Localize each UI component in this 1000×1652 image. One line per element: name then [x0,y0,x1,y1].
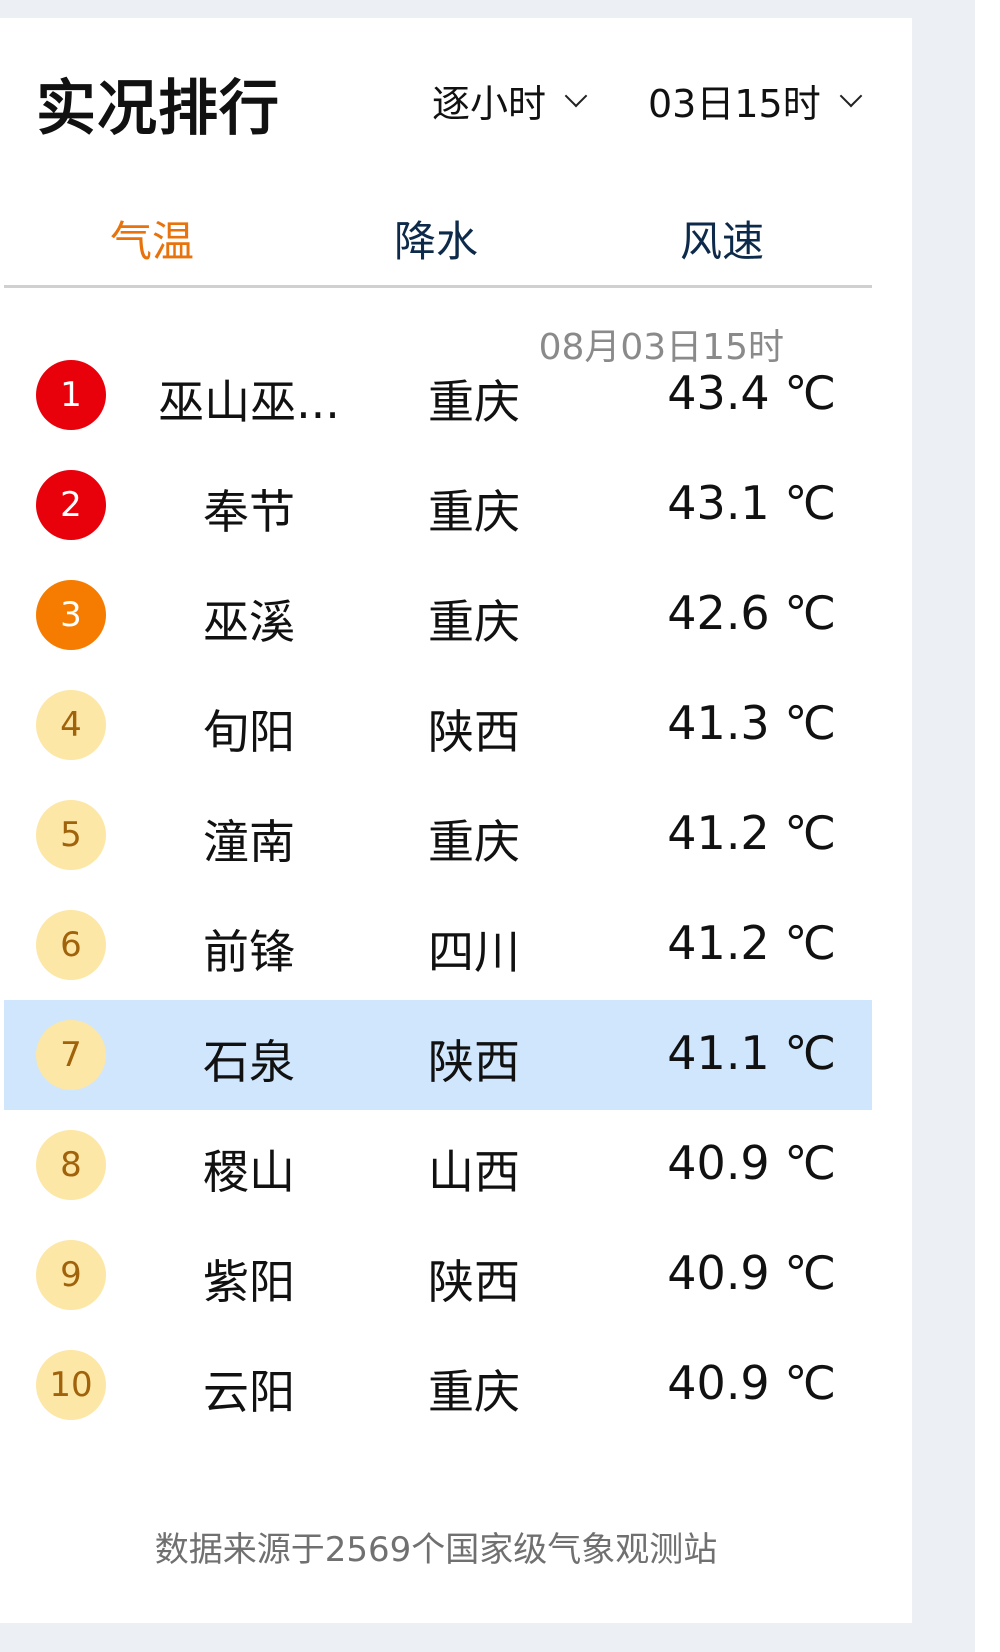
temperature: 41.1 ℃ [667,1026,836,1080]
province: 重庆 [428,375,520,429]
temperature: 41.2 ℃ [667,916,836,970]
tab-divider [4,285,872,288]
tab-temperature[interactable]: 气温 [109,217,194,266]
station-name: 旬阳 [203,705,295,759]
temperature: 41.2 ℃ [667,806,836,860]
tab-precipitation[interactable]: 降水 [393,217,478,266]
province: 陕西 [428,1035,520,1089]
temperature: 41.3 ℃ [667,696,836,750]
rank-badge: 1 [36,360,106,430]
table-row[interactable]: 2 奉节 重庆 43.1 ℃ [4,450,872,560]
table-row[interactable]: 4 旬阳 陕西 41.3 ℃ [4,670,872,780]
temperature: 43.1 ℃ [667,476,836,530]
station-name: 潼南 [203,815,295,869]
province: 重庆 [428,1365,520,1419]
temperature: 40.9 ℃ [667,1136,836,1190]
province: 陕西 [428,1255,520,1309]
table-row[interactable]: 1 巫山巫... 重庆 43.4 ℃ [4,340,872,450]
table-row[interactable]: 7 石泉 陕西 41.1 ℃ [4,1000,872,1110]
table-row[interactable]: 6 前锋 四川 41.2 ℃ [4,890,872,1000]
province: 重庆 [428,595,520,649]
chevron-down-icon [839,84,863,107]
ranking-card: 实况排行 逐小时 03日15时 气温 降水 风速 08月03日15时 1 巫山巫… [0,18,912,1623]
station-name: 稷山 [203,1145,295,1199]
station-name: 巫山巫... [158,375,340,429]
table-row[interactable]: 5 潼南 重庆 41.2 ℃ [4,780,872,890]
station-name: 巫溪 [203,595,295,649]
interval-dropdown[interactable]: 逐小时 [432,73,588,128]
temperature: 40.9 ℃ [667,1246,836,1300]
station-name: 石泉 [203,1035,295,1089]
station-name: 前锋 [203,925,295,979]
rank-badge: 2 [36,470,106,540]
province: 重庆 [428,815,520,869]
table-row[interactable]: 8 稷山 山西 40.9 ℃ [4,1110,872,1220]
rank-badge: 9 [36,1240,106,1310]
table-row[interactable]: 9 紫阳 陕西 40.9 ℃ [4,1220,872,1330]
temperature: 40.9 ℃ [667,1356,836,1410]
rank-badge: 7 [36,1020,106,1090]
station-name: 奉节 [203,485,295,539]
rank-badge: 8 [36,1130,106,1200]
station-name: 云阳 [203,1365,295,1419]
page-title: 实况排行 [36,74,280,144]
table-row[interactable]: 10 云阳 重庆 40.9 ℃ [4,1330,872,1440]
province: 四川 [428,925,520,979]
time-label: 03日15时 [648,82,821,126]
chevron-down-icon [564,84,588,107]
rank-badge: 5 [36,800,106,870]
time-dropdown[interactable]: 03日15时 [648,73,863,128]
data-source-note: 数据来源于2569个国家级气象观测站 [154,1530,718,1570]
province: 重庆 [428,485,520,539]
rank-badge: 4 [36,690,106,760]
observation-time: 08月03日15时 [538,327,784,368]
rank-badge: 3 [36,580,106,650]
rank-badge: 10 [36,1350,106,1420]
rank-badge: 6 [36,910,106,980]
station-name: 紫阳 [203,1255,295,1309]
table-row[interactable]: 3 巫溪 重庆 42.6 ℃ [4,560,872,670]
tab-wind-speed[interactable]: 风速 [679,217,764,266]
province: 山西 [428,1145,520,1199]
temperature: 43.4 ℃ [667,366,836,420]
province: 陕西 [428,705,520,759]
temperature: 42.6 ℃ [667,586,836,640]
interval-label: 逐小时 [432,82,547,126]
